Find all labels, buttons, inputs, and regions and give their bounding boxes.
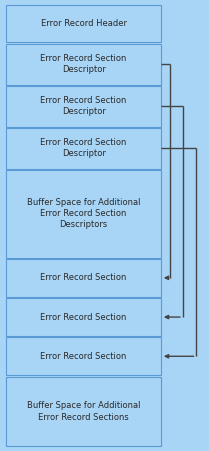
Text: Error Record Section
Descriptor: Error Record Section Descriptor xyxy=(40,96,127,116)
Bar xyxy=(6,86,161,127)
Text: Error Record Section: Error Record Section xyxy=(40,273,127,282)
Text: Buffer Space for Additional
Error Record Sections: Buffer Space for Additional Error Record… xyxy=(27,401,140,422)
Text: Error Record Section: Error Record Section xyxy=(40,313,127,322)
Text: Error Record Section
Descriptor: Error Record Section Descriptor xyxy=(40,54,127,74)
Text: Error Record Section
Descriptor: Error Record Section Descriptor xyxy=(40,138,127,158)
Bar xyxy=(6,170,161,258)
Bar xyxy=(6,259,161,297)
Text: Error Record Section: Error Record Section xyxy=(40,352,127,361)
Bar xyxy=(6,377,161,446)
Bar xyxy=(6,44,161,84)
Bar xyxy=(6,298,161,336)
Text: Error Record Header: Error Record Header xyxy=(41,19,127,28)
Bar xyxy=(6,128,161,169)
Text: Buffer Space for Additional
Error Record Section
Descriptors: Buffer Space for Additional Error Record… xyxy=(27,198,140,230)
Bar xyxy=(6,5,161,42)
Bar xyxy=(6,337,161,375)
